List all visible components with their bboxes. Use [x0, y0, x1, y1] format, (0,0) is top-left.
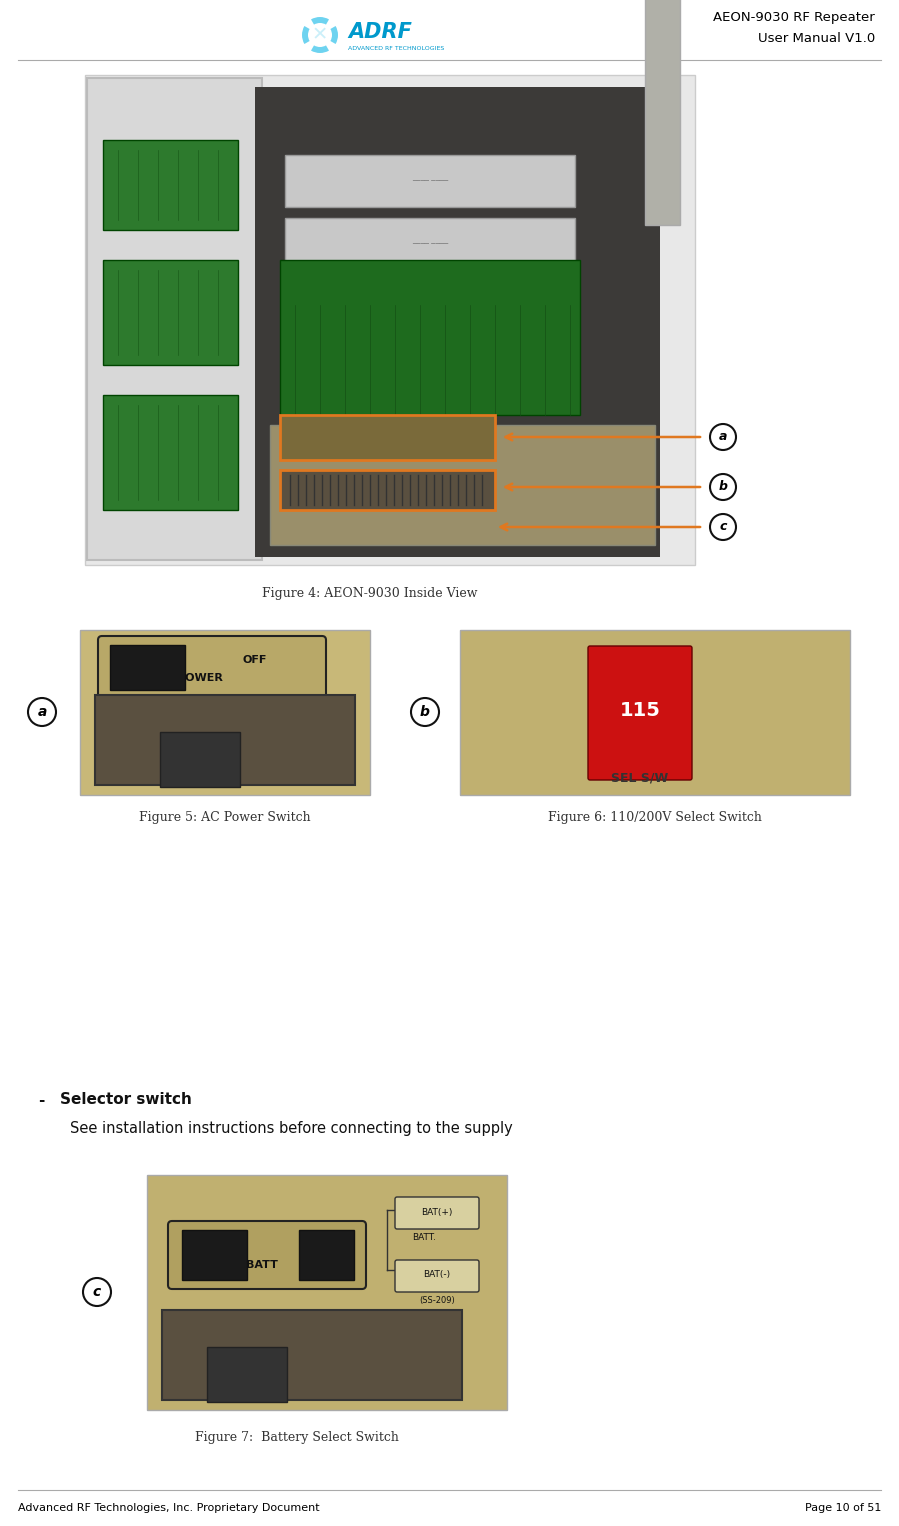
Bar	[255, 87, 660, 557]
Text: ADVANCED RF TECHNOLOGIES: ADVANCED RF TECHNOLOGIES	[348, 46, 444, 50]
FancyBboxPatch shape	[98, 636, 326, 699]
Bar	[103, 259, 238, 365]
Text: ──── ────: ──── ────	[412, 241, 448, 247]
Text: ON: ON	[126, 655, 145, 665]
Text: Figure 7:  Battery Select Switch: Figure 7: Battery Select Switch	[195, 1431, 399, 1445]
Text: OFF: OFF	[243, 655, 267, 665]
Text: b: b	[420, 705, 430, 719]
Text: POWER: POWER	[177, 673, 223, 684]
Text: OFF: OFF	[305, 1241, 329, 1250]
Text: -: -	[38, 1093, 44, 1108]
Text: 115: 115	[619, 700, 661, 719]
Bar	[147, 1175, 507, 1410]
Circle shape	[83, 1277, 111, 1306]
Bar	[280, 470, 495, 510]
Bar	[162, 1309, 462, 1399]
Bar	[80, 630, 370, 795]
Text: See installation instructions before connecting to the supply: See installation instructions before con…	[70, 1120, 512, 1135]
Bar	[280, 259, 580, 415]
Bar	[103, 140, 238, 230]
Circle shape	[710, 424, 736, 450]
Text: Figure 6: 110/200V Select Switch: Figure 6: 110/200V Select Switch	[548, 810, 762, 824]
FancyBboxPatch shape	[85, 75, 695, 565]
Text: SEL S/W: SEL S/W	[611, 772, 669, 784]
Bar	[645, 0, 680, 224]
Wedge shape	[311, 46, 329, 53]
Text: ✕: ✕	[312, 26, 328, 44]
Wedge shape	[331, 26, 338, 44]
Bar	[299, 1230, 354, 1280]
Bar	[285, 156, 575, 208]
Bar	[103, 395, 238, 510]
Text: Advanced RF Technologies, Inc. Proprietary Document: Advanced RF Technologies, Inc. Proprieta…	[18, 1503, 320, 1512]
Text: Figure 4: AEON-9030 Inside View: Figure 4: AEON-9030 Inside View	[263, 586, 477, 600]
Text: ──── ────: ──── ────	[412, 179, 448, 185]
Bar	[95, 694, 355, 784]
Bar	[460, 630, 850, 795]
Bar	[160, 732, 240, 787]
FancyBboxPatch shape	[395, 1260, 479, 1293]
Bar	[110, 645, 185, 690]
Text: BAT(-): BAT(-)	[423, 1271, 450, 1279]
Text: Figure 5: AC Power Switch: Figure 5: AC Power Switch	[139, 810, 311, 824]
Wedge shape	[302, 26, 309, 44]
Bar	[207, 1347, 287, 1402]
Circle shape	[28, 697, 56, 726]
FancyBboxPatch shape	[588, 645, 692, 780]
Circle shape	[411, 697, 439, 726]
Text: Selector switch: Selector switch	[60, 1093, 191, 1108]
Text: (SS-209): (SS-209)	[419, 1296, 455, 1305]
Text: BATT: BATT	[246, 1260, 278, 1270]
Text: a: a	[38, 705, 47, 719]
Text: BATT.: BATT.	[412, 1233, 436, 1242]
FancyBboxPatch shape	[168, 1221, 366, 1289]
Text: c: c	[719, 520, 726, 534]
Text: b: b	[718, 481, 727, 493]
Bar	[270, 426, 655, 545]
FancyBboxPatch shape	[395, 1196, 479, 1228]
Circle shape	[710, 514, 736, 540]
Text: ON: ON	[198, 1241, 217, 1250]
Text: AEON-9030 RF Repeater: AEON-9030 RF Repeater	[713, 12, 875, 24]
Text: Page 10 of 51: Page 10 of 51	[805, 1503, 881, 1512]
Text: ADRF: ADRF	[348, 21, 412, 43]
Wedge shape	[311, 17, 329, 24]
Bar	[87, 78, 262, 560]
Bar	[285, 218, 575, 270]
Circle shape	[710, 475, 736, 501]
Text: a: a	[719, 430, 727, 444]
Bar	[182, 1230, 247, 1280]
Text: c: c	[93, 1285, 101, 1299]
Bar	[280, 415, 495, 459]
Text: User Manual V1.0: User Manual V1.0	[758, 32, 875, 44]
Text: BAT(+): BAT(+)	[422, 1207, 453, 1216]
